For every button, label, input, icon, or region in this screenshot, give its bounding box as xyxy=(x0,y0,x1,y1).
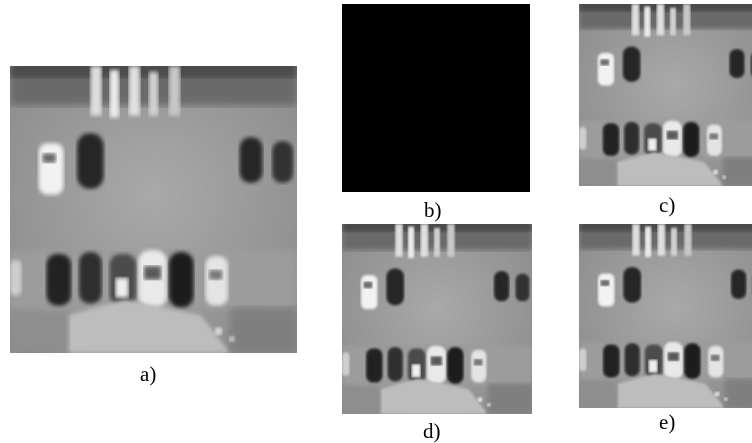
panel-c-image xyxy=(579,4,752,186)
panel-e-label: e) xyxy=(659,410,676,434)
panel-e-image xyxy=(579,224,752,408)
panel-a-label: a) xyxy=(140,362,157,386)
panel-b-label: b) xyxy=(424,198,442,222)
panel-d-label: d) xyxy=(423,419,441,443)
panel-d-image xyxy=(342,224,532,414)
panel-c-label: c) xyxy=(659,193,676,217)
panel-a-image xyxy=(10,66,297,353)
panel-b-image xyxy=(342,4,530,192)
